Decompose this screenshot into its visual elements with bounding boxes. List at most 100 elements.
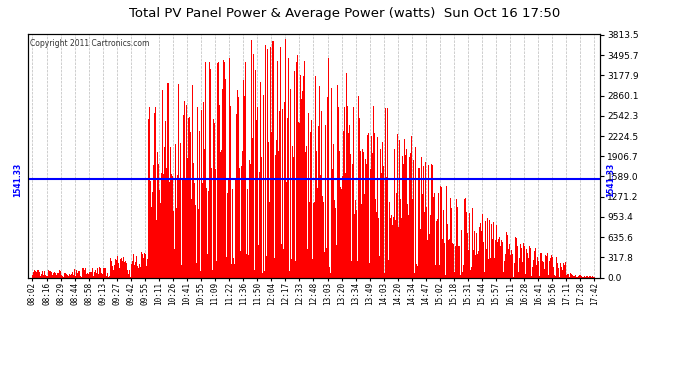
- Bar: [487, 218, 489, 278]
- Bar: [400, 200, 401, 278]
- Bar: [509, 255, 511, 278]
- Bar: [472, 208, 473, 278]
- Bar: [490, 258, 491, 278]
- Bar: [571, 275, 573, 278]
- Bar: [394, 149, 395, 278]
- Bar: [404, 139, 405, 278]
- Bar: [168, 83, 169, 278]
- Bar: [370, 169, 371, 278]
- Bar: [478, 252, 480, 278]
- Bar: [334, 200, 335, 278]
- Bar: [62, 276, 63, 278]
- Bar: [228, 180, 229, 278]
- Bar: [442, 210, 444, 278]
- Bar: [333, 144, 334, 278]
- Bar: [153, 165, 155, 278]
- Bar: [590, 276, 591, 278]
- Bar: [108, 276, 110, 278]
- Bar: [575, 277, 577, 278]
- Bar: [92, 268, 93, 278]
- Bar: [143, 258, 144, 278]
- Bar: [363, 152, 364, 278]
- Bar: [375, 212, 377, 278]
- Bar: [415, 147, 416, 278]
- Bar: [437, 193, 439, 278]
- Bar: [58, 273, 59, 278]
- Bar: [234, 264, 235, 278]
- Bar: [558, 268, 559, 278]
- Bar: [452, 243, 453, 278]
- Bar: [227, 193, 228, 278]
- Bar: [198, 209, 199, 278]
- Bar: [243, 80, 244, 278]
- Bar: [238, 97, 239, 278]
- Bar: [388, 260, 389, 278]
- Bar: [137, 266, 138, 278]
- Bar: [542, 262, 544, 278]
- Bar: [361, 204, 362, 278]
- Bar: [298, 122, 299, 278]
- Bar: [100, 268, 101, 278]
- Bar: [530, 248, 531, 278]
- Bar: [531, 276, 532, 278]
- Bar: [38, 270, 39, 278]
- Bar: [104, 268, 105, 278]
- Bar: [50, 271, 51, 278]
- Bar: [230, 106, 231, 278]
- Bar: [563, 263, 564, 278]
- Bar: [304, 61, 305, 278]
- Bar: [141, 255, 143, 278]
- Bar: [586, 276, 587, 278]
- Bar: [447, 224, 448, 278]
- Bar: [318, 126, 319, 278]
- Bar: [115, 259, 117, 278]
- Bar: [189, 117, 190, 278]
- Bar: [410, 153, 411, 278]
- Bar: [64, 273, 65, 278]
- Bar: [564, 266, 565, 278]
- Bar: [174, 249, 175, 278]
- Bar: [231, 264, 232, 278]
- Bar: [532, 267, 533, 278]
- Bar: [200, 272, 201, 278]
- Bar: [35, 271, 36, 278]
- Bar: [294, 71, 295, 278]
- Bar: [501, 240, 502, 278]
- Bar: [93, 276, 94, 278]
- Bar: [293, 157, 294, 278]
- Bar: [91, 272, 92, 278]
- Bar: [146, 252, 148, 278]
- Bar: [236, 114, 237, 278]
- Bar: [326, 248, 327, 278]
- Bar: [357, 261, 358, 278]
- Bar: [77, 271, 79, 278]
- Bar: [386, 177, 387, 278]
- Bar: [55, 273, 57, 278]
- Bar: [138, 268, 139, 278]
- Bar: [289, 272, 290, 278]
- Bar: [273, 42, 274, 278]
- Bar: [251, 40, 253, 278]
- Bar: [69, 274, 70, 278]
- Bar: [417, 267, 418, 278]
- Bar: [217, 63, 218, 278]
- Bar: [439, 265, 440, 278]
- Bar: [466, 211, 467, 278]
- Bar: [498, 238, 499, 278]
- Bar: [534, 251, 535, 278]
- Bar: [547, 253, 549, 278]
- Bar: [398, 227, 399, 278]
- Bar: [177, 84, 179, 278]
- Bar: [569, 277, 570, 278]
- Bar: [480, 223, 482, 278]
- Bar: [152, 192, 153, 278]
- Bar: [444, 208, 446, 278]
- Bar: [562, 270, 563, 278]
- Bar: [257, 107, 258, 278]
- Bar: [303, 76, 304, 278]
- Bar: [387, 108, 388, 278]
- Bar: [372, 153, 373, 278]
- Text: Copyright 2011 Cartronics.com: Copyright 2011 Cartronics.com: [30, 39, 150, 48]
- Bar: [411, 194, 413, 278]
- Bar: [259, 172, 260, 278]
